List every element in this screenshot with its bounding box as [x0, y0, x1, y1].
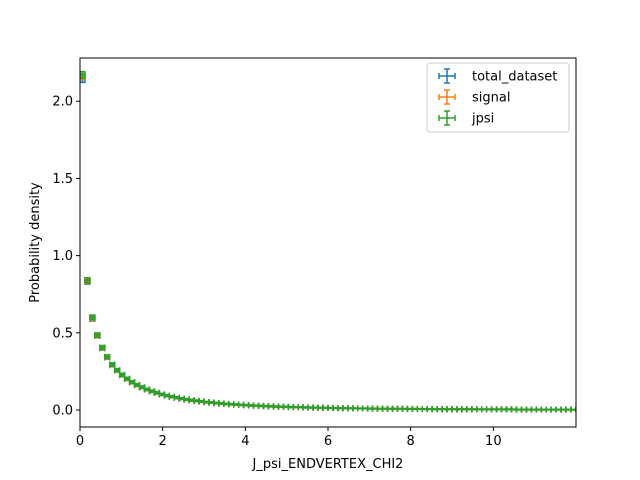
x-tick-label: 6	[324, 434, 332, 449]
data-point	[109, 361, 116, 368]
legend-label: signal	[472, 91, 510, 106]
data-point	[94, 332, 101, 339]
y-tick-label: 1.0	[52, 249, 73, 264]
legend-label: total_dataset	[472, 70, 557, 85]
legend-entry	[438, 68, 456, 84]
x-axis-ticks: 0 2 4 6 8 10	[76, 427, 502, 449]
x-tick-label: 10	[485, 434, 502, 449]
legend-entry	[438, 89, 456, 105]
plot-area	[79, 57, 577, 428]
y-axis-label: Probability density	[28, 182, 43, 303]
legend-entry	[438, 110, 456, 126]
y-tick-label: 0.0	[52, 404, 73, 419]
data-point	[84, 276, 91, 284]
y-tick-label: 0.5	[52, 326, 73, 341]
y-tick-label: 1.5	[52, 172, 73, 187]
x-tick-label: 8	[407, 434, 415, 449]
x-tick-label: 4	[241, 434, 249, 449]
data-point	[99, 344, 106, 351]
data-point	[80, 70, 86, 80]
x-tick-label: 0	[76, 434, 84, 449]
series-jpsi	[80, 70, 576, 413]
y-axis-ticks: 0.0 0.5 1.0 1.5 2.0	[52, 95, 80, 419]
x-tick-label: 2	[159, 434, 167, 449]
data-point	[113, 367, 121, 374]
x-axis-label: J_psi_ENDVERTEX_CHI2	[252, 457, 404, 472]
legend-label: jpsi	[471, 112, 494, 127]
y-tick-label: 2.0	[52, 95, 73, 110]
legend-frame	[426, 62, 570, 133]
data-point	[89, 314, 96, 321]
data-point	[104, 353, 111, 360]
data-point	[327, 404, 334, 411]
data-layer	[80, 70, 576, 413]
